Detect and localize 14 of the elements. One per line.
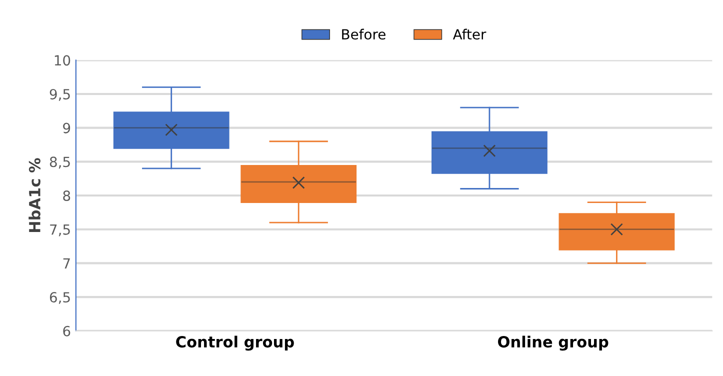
x-tick-label: Control group	[176, 336, 294, 351]
legend-label: Before	[342, 28, 386, 40]
y-tick-label: 9	[63, 122, 70, 134]
x-tick-label: Online group	[498, 336, 608, 351]
y-tick-label: 6	[63, 326, 70, 336]
y-tick-label: 9,5	[50, 88, 70, 101]
y-tick-label: 8	[63, 190, 70, 201]
y-tick-label: 6,5	[50, 292, 70, 304]
y-tick-label: 8,5	[50, 156, 70, 169]
legend-label: After	[452, 28, 486, 40]
y-axis-title: HbA1c %	[28, 158, 40, 232]
y-tick-label: 7	[63, 258, 70, 268]
y-tick-label: 7,5	[50, 224, 70, 236]
y-tick-label: 10	[54, 55, 70, 66]
